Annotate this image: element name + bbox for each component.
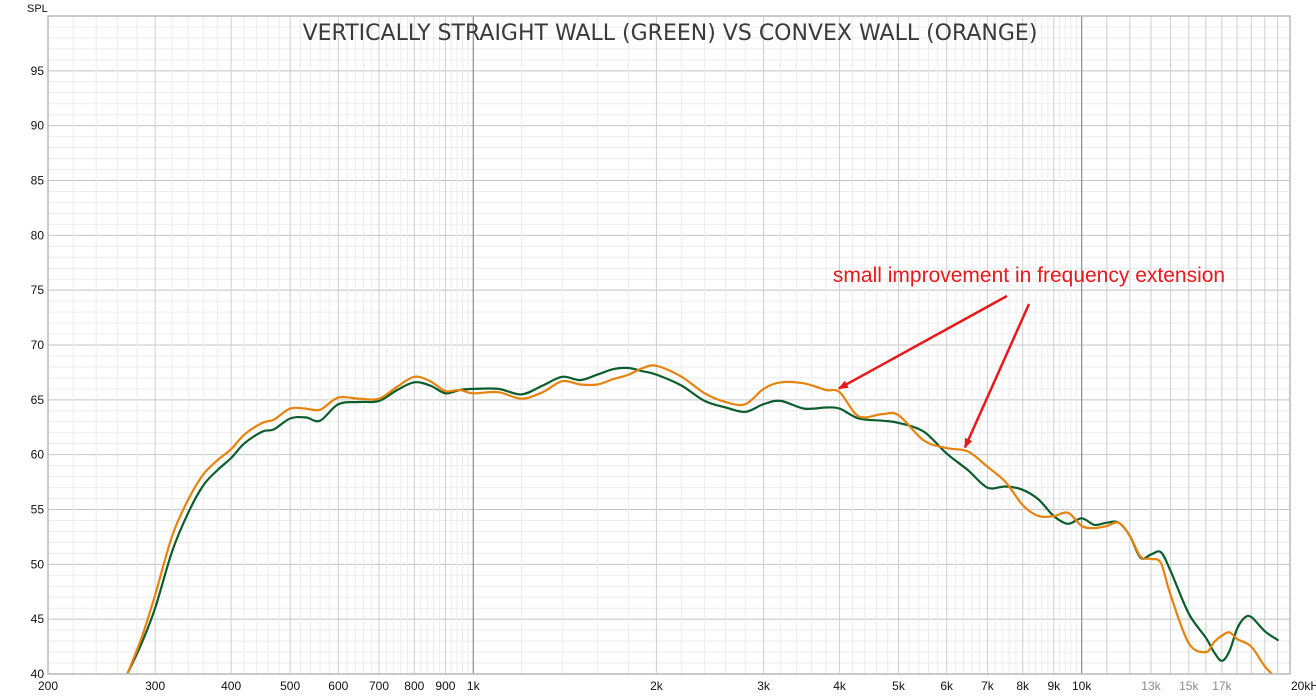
x-tick-label: 800 — [404, 679, 424, 693]
annotation-arrow — [837, 294, 1008, 390]
y-tick-label: 45 — [31, 612, 45, 626]
x-tick-label: 20kHz — [1291, 679, 1316, 693]
x-tick-label: 600 — [328, 679, 348, 693]
x-tick-label: 5k — [892, 679, 906, 693]
y-tick-label: 60 — [31, 448, 45, 462]
x-tick-label: 3k — [757, 679, 771, 693]
annotation-arrow — [963, 303, 1031, 449]
x-tick-label: 900 — [435, 679, 455, 693]
x-tick-label: 2k — [650, 679, 664, 693]
x-tick-labels: 200 300 400 500 600 700 800 900 1k 2k 3k 4k 5k 6k 7k 8k… — [38, 679, 1316, 693]
y-tick-label: 75 — [31, 283, 45, 297]
y-tick-label: 65 — [31, 393, 45, 407]
x-tick-label: 6k — [940, 679, 954, 693]
x-tick-label: 700 — [369, 679, 389, 693]
x-tick-label: 8k — [1016, 679, 1030, 693]
x-tick-label: 15k — [1179, 679, 1199, 693]
chart-title: VERTICALLY STRAIGHT WALL (GREEN) VS CONV… — [303, 21, 1038, 46]
x-tick-label: 17k — [1212, 679, 1232, 693]
y-tick-label: 95 — [31, 64, 45, 78]
y-axis-label: SPL — [27, 3, 48, 15]
y-tick-label: 70 — [31, 338, 45, 352]
y-tick-label: 80 — [31, 228, 45, 242]
y-tick-label: 85 — [31, 174, 45, 188]
y-tick-label: 50 — [31, 557, 45, 571]
x-tick-label: 7k — [981, 679, 995, 693]
x-tick-label: 400 — [221, 679, 241, 693]
plot-frame — [47, 15, 1291, 675]
y-tick-label: 55 — [31, 503, 45, 517]
x-tick-label: 4k — [833, 679, 847, 693]
x-tick-label: 500 — [280, 679, 300, 693]
x-tick-label: 200 — [38, 679, 58, 693]
y-tick-labels: 40 45 50 55 60 65 70 75 80 85 90 95 — [31, 64, 45, 681]
x-tick-label: 1k — [467, 679, 481, 693]
x-tick-label: 10k — [1072, 679, 1092, 693]
series-line-straight-wall — [126, 366, 1279, 674]
x-tick-label: 13k — [1141, 679, 1161, 693]
y-tick-label: 40 — [31, 667, 45, 681]
annotation-text: small improvement in frequency extension — [833, 264, 1225, 287]
grid — [48, 16, 1290, 674]
y-tick-label: 90 — [31, 119, 45, 133]
annotation-arrows — [837, 294, 1031, 449]
series-layer — [126, 364, 1279, 674]
x-tick-label: 9k — [1047, 679, 1061, 693]
series-line-convex-wall — [126, 364, 1274, 674]
x-tick-label: 300 — [145, 679, 165, 693]
